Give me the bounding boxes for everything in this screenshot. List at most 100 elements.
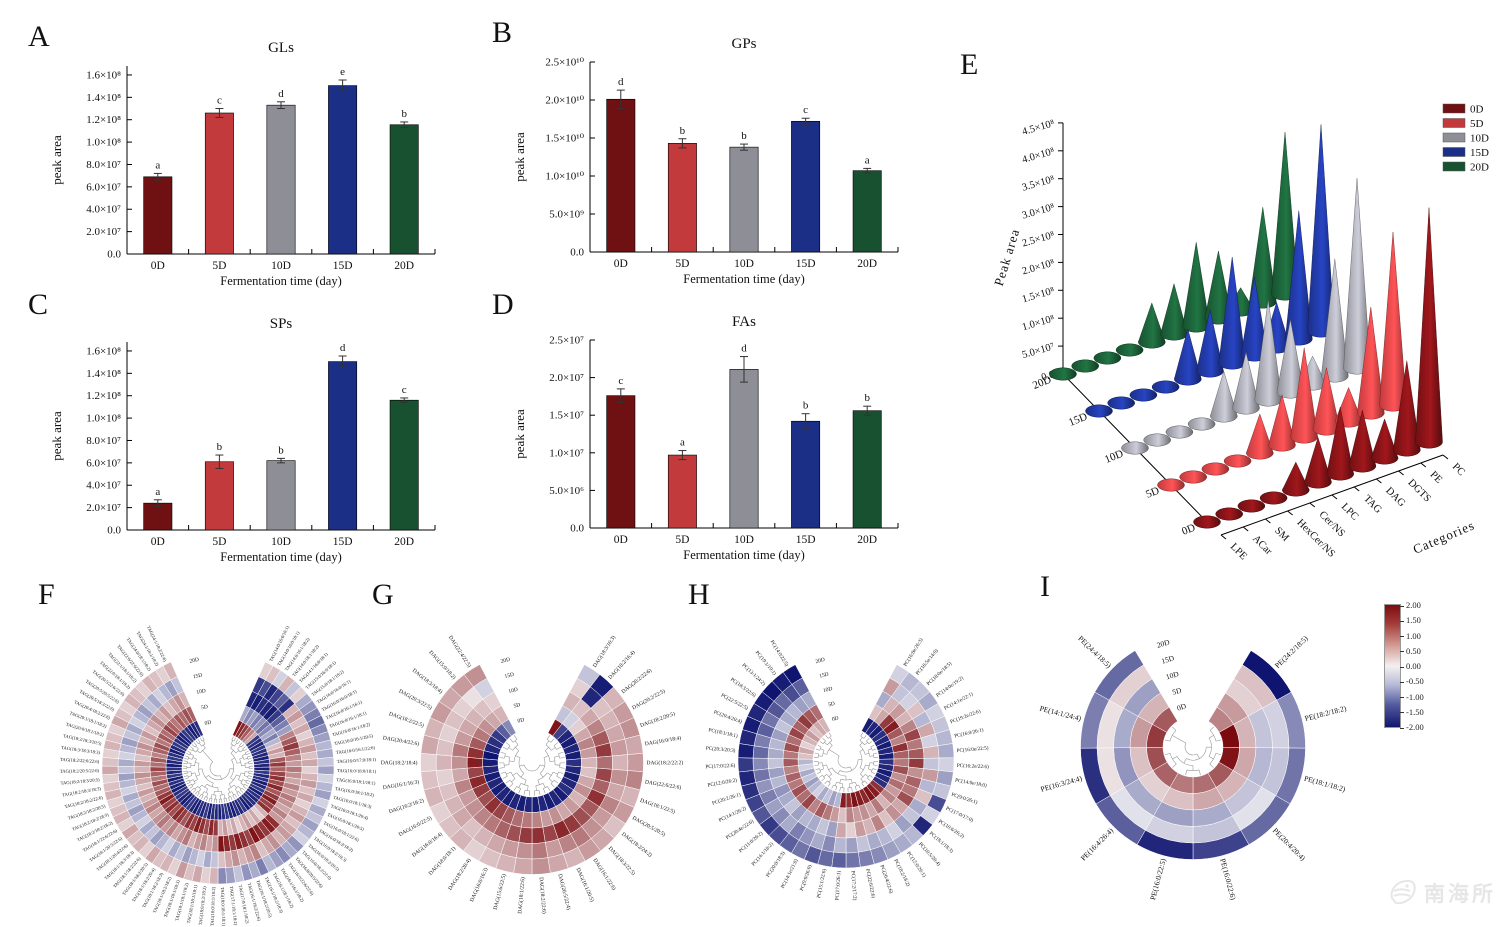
- heat-cell: [466, 757, 483, 769]
- species-label: TAG(18:0/18:1/18:1): [220, 887, 226, 927]
- bar-10D: [729, 369, 759, 529]
- species-label: DAG(20:3/22:5): [398, 688, 434, 712]
- chart-title: GLs: [268, 40, 294, 56]
- cone-15D-ACar: [1107, 396, 1135, 410]
- cone-5D-LPE: [1157, 478, 1185, 492]
- bar-15D: [791, 120, 821, 253]
- species-label: PC(11:0/26:2): [737, 830, 764, 855]
- heat-cell: [420, 770, 440, 791]
- species-label: TAG(16:0/16:1/22:6): [336, 745, 376, 755]
- cone-5D-TAG: [1290, 347, 1318, 444]
- cone-0D-PC: [1415, 207, 1443, 449]
- species-label: TAG(16:0/18:1/18:1): [336, 777, 376, 786]
- species-label: PC(20:0/18:3): [764, 850, 787, 879]
- bar-15D: [328, 85, 358, 255]
- cone-10D-LPE: [1121, 441, 1149, 455]
- cone-0D-ACar: [1215, 507, 1243, 521]
- species-label: PE(24:4/18:5): [1076, 634, 1113, 670]
- species-label: PC(22:5/22:5): [720, 692, 750, 712]
- svg-text:6.0×10⁷: 6.0×10⁷: [86, 457, 121, 469]
- heat-cell: [317, 756, 335, 767]
- ring-label: 20D: [189, 657, 200, 665]
- svg-text:5D: 5D: [212, 260, 226, 272]
- species-label: PC(14:1/18:2): [750, 840, 775, 867]
- svg-text:0.0: 0.0: [570, 523, 584, 535]
- cone-0D-LPE: [1193, 515, 1221, 529]
- cone-20D-LPC: [1160, 283, 1188, 341]
- cone-0D-HexCer/NS: [1259, 491, 1288, 505]
- species-label: DAG(20:2/22:5): [631, 688, 667, 712]
- sig-letter: d: [278, 88, 284, 100]
- heat-cell: [782, 664, 803, 685]
- svg-text:1.5×10¹⁰: 1.5×10¹⁰: [545, 133, 584, 145]
- dendrogram: [183, 736, 253, 803]
- watermark: 南海所: [1386, 876, 1496, 910]
- ring-label: 15D: [504, 672, 515, 680]
- cone-chart-3d: 0.05.0×10⁷1.0×10⁸1.5×10⁸2.0×10⁸2.5×10⁸3.…: [991, 104, 1489, 563]
- svg-text:1.2×10⁸: 1.2×10⁸: [86, 114, 121, 126]
- species-label: PC(18:1/18:1): [708, 726, 739, 739]
- chart-title: SPs: [270, 316, 293, 332]
- legend: 0D 5D 10D 15D 20D: [1442, 104, 1489, 174]
- ring-label: 20D: [1156, 637, 1171, 649]
- sig-letter: e: [340, 66, 345, 78]
- legend-swatch-15D: [1442, 147, 1466, 157]
- y-axis-label: peak area: [512, 132, 527, 182]
- heat-cell: [420, 753, 437, 773]
- svg-text:10D: 10D: [1103, 448, 1125, 466]
- cone-10D-ACar: [1143, 433, 1171, 447]
- svg-text:2.5×10⁷: 2.5×10⁷: [549, 335, 584, 347]
- svg-text:5D: 5D: [1144, 485, 1161, 501]
- svg-text:3.0×10⁸: 3.0×10⁸: [1021, 202, 1056, 222]
- species-label: PC(14:1/26:2): [718, 805, 748, 824]
- ring-label: 15D: [192, 672, 203, 680]
- species-label: PC(20:4e/22:6): [724, 818, 755, 841]
- svg-text:15D: 15D: [333, 536, 353, 548]
- svg-text:5.0×10⁹: 5.0×10⁹: [549, 209, 584, 221]
- species-label: PC(14:1e/21:0): [779, 858, 800, 890]
- panel-letter-d: D: [492, 288, 514, 321]
- circular-heatmap-pc: PC(16:0e/26:3)PC(16:5e/14:0)PC(18:0e/18:…: [705, 637, 989, 901]
- species-label: DAG(18:2/20:5): [639, 710, 676, 729]
- svg-text:4.0×10⁸: 4.0×10⁸: [1021, 146, 1056, 166]
- ring-label: 5D: [201, 704, 209, 711]
- svg-text:8.0×10⁷: 8.0×10⁷: [86, 435, 121, 447]
- ring-label: 0D: [204, 720, 212, 727]
- heat-cell: [531, 842, 549, 860]
- bar-0D: [143, 176, 173, 255]
- species-label: PC(18:3/22:6): [729, 676, 757, 699]
- svg-text:5D: 5D: [675, 258, 689, 270]
- species-label: DAG(20:5/22:4): [556, 873, 572, 910]
- panel-letter-g: G: [372, 578, 394, 611]
- species-label: PC(13:1/24:2): [741, 662, 768, 688]
- species-label: PE(18:1/18:2): [1303, 774, 1347, 794]
- panel-letter-i: I: [1040, 570, 1050, 603]
- heat-cell: [938, 757, 955, 773]
- colorbar-tick: -1.50: [1400, 707, 1424, 717]
- bar-chart-fas: FAs 0.0 5.0×10⁶ 1.0×10⁷ 1.5×10⁷ 2.0×10⁷ 2.5×10…: [512, 314, 899, 562]
- species-label: PC(16:0e/26:3): [902, 637, 925, 668]
- svg-text:5.0×10⁷: 5.0×10⁷: [1021, 341, 1056, 361]
- cone-0D-LPC: [1304, 436, 1332, 489]
- heat-cell: [845, 837, 859, 854]
- bar-chart-gps: GPs 0.0 5.0×10⁹ 1.0×10¹⁰ 1.5×10¹⁰ 2.0×10¹⁰ 2.5…: [512, 36, 899, 286]
- svg-text:0.0: 0.0: [107, 525, 121, 537]
- legend-swatch-5D: [1442, 118, 1466, 128]
- species-label: TAG(18:2/18:3/20:5): [60, 777, 100, 786]
- species-label: DAG(16:1/22:6): [591, 857, 617, 892]
- cone-20D-SM: [1093, 351, 1122, 365]
- heat-cell: [581, 757, 598, 769]
- fish-logo-icon: [1390, 879, 1416, 905]
- x-axis-label: Fermentation time (day): [220, 550, 342, 564]
- sig-letter: c: [803, 104, 808, 116]
- cone-10D-HexCer/NS: [1187, 417, 1216, 431]
- heat-cell: [624, 734, 644, 755]
- heat-cell: [101, 765, 119, 776]
- legend-label: 5D: [1470, 118, 1484, 130]
- svg-text:0D: 0D: [614, 534, 628, 546]
- heat-cell: [737, 743, 755, 759]
- heat-cell: [162, 661, 178, 681]
- svg-text:2.5×10¹⁰: 2.5×10¹⁰: [545, 57, 584, 69]
- species-label: DAG(16:0/22:5): [397, 814, 433, 838]
- panel-letter-c: C: [28, 288, 49, 321]
